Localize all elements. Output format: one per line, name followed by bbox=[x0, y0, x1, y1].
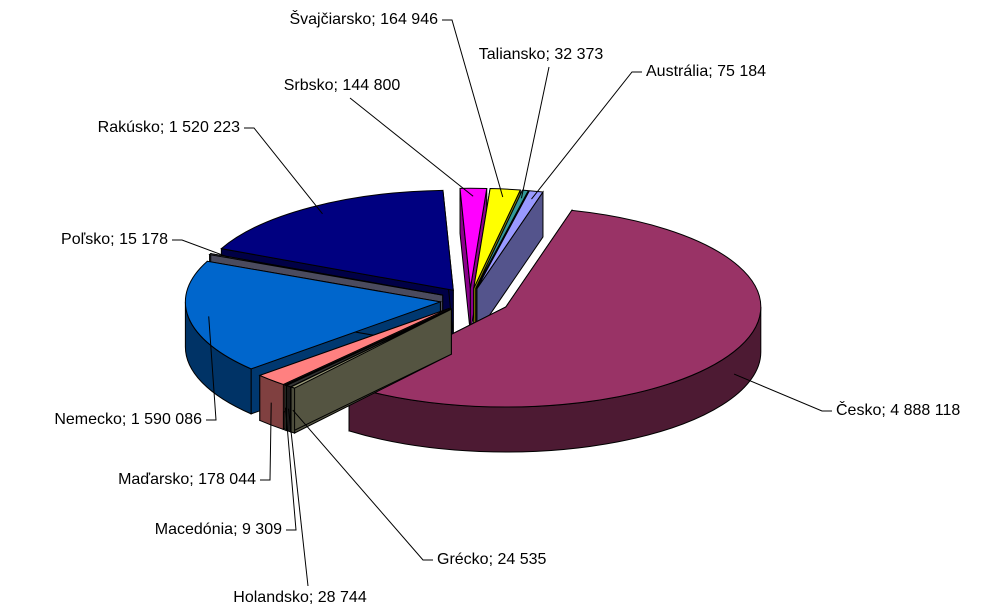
label-separator: ; bbox=[189, 471, 198, 488]
leader-line bbox=[285, 407, 297, 531]
label-value: 1 520 223 bbox=[169, 119, 240, 136]
slice-top bbox=[258, 307, 450, 385]
data-label: Taliansko; 32 373 bbox=[479, 46, 604, 63]
label-separator: ; bbox=[122, 411, 131, 428]
slice-top bbox=[289, 308, 452, 389]
leader-line bbox=[520, 66, 550, 199]
slice-top bbox=[475, 189, 530, 289]
data-label: Holandsko; 28 744 bbox=[233, 589, 367, 606]
slice-top bbox=[459, 187, 488, 289]
leader-line bbox=[244, 127, 323, 215]
data-label: Švajčiarsko; 164 946 bbox=[289, 9, 438, 28]
leader-line bbox=[349, 97, 474, 197]
label-category: Nemecko bbox=[54, 411, 122, 428]
slice bbox=[289, 308, 452, 434]
label-value: 9 309 bbox=[242, 521, 282, 538]
label-separator: ; bbox=[371, 11, 380, 28]
label-category: Rakúsko bbox=[98, 119, 160, 136]
label-category: Taliansko bbox=[479, 46, 546, 63]
label-category: Švajčiarsko bbox=[289, 9, 371, 28]
label-value: 164 946 bbox=[380, 11, 438, 28]
data-label: Srbsko; 144 800 bbox=[284, 77, 401, 94]
data-label: Austrália; 75 184 bbox=[646, 63, 766, 80]
label-value: 1 590 086 bbox=[131, 411, 202, 428]
label-separator: ; bbox=[334, 77, 343, 94]
label-value: 28 744 bbox=[318, 589, 367, 606]
label-category: Grécko bbox=[437, 551, 489, 568]
label-value: 15 178 bbox=[119, 231, 168, 248]
label-value: 178 044 bbox=[198, 471, 256, 488]
data-label: Macedónia; 9 309 bbox=[155, 521, 282, 538]
label-value: 75 184 bbox=[717, 63, 766, 80]
label-category: Macedónia bbox=[155, 521, 233, 538]
slice bbox=[347, 208, 762, 453]
label-category: Austrália bbox=[646, 63, 708, 80]
data-label: Rakúsko; 1 520 223 bbox=[98, 119, 240, 136]
label-separator: ; bbox=[708, 63, 717, 80]
label-value: 144 800 bbox=[342, 77, 400, 94]
slice bbox=[476, 190, 544, 336]
leader-line bbox=[172, 239, 229, 258]
label-separator: ; bbox=[233, 521, 242, 538]
slice-top bbox=[220, 189, 454, 291]
data-label: Maďarsko; 178 044 bbox=[118, 471, 256, 488]
leader-line bbox=[260, 402, 272, 481]
data-label: Česko; 4 888 118 bbox=[836, 400, 960, 419]
leader-line bbox=[733, 373, 832, 412]
data-label: Poľsko; 15 178 bbox=[61, 231, 168, 248]
label-category: Česko bbox=[836, 400, 881, 419]
label-value: 24 535 bbox=[497, 551, 546, 568]
label-separator: ; bbox=[881, 402, 890, 419]
leader-line bbox=[288, 408, 309, 587]
label-value: 32 373 bbox=[554, 46, 603, 63]
leader-line bbox=[531, 71, 642, 200]
label-separator: ; bbox=[545, 46, 554, 63]
label-category: Poľsko bbox=[61, 231, 110, 248]
label-separator: ; bbox=[309, 589, 318, 606]
slice-top bbox=[184, 260, 443, 370]
slice-top bbox=[347, 209, 762, 408]
leader-line bbox=[442, 19, 504, 198]
label-category: Holandsko bbox=[233, 589, 309, 606]
slice-top bbox=[473, 188, 522, 289]
label-value: 4 888 118 bbox=[890, 402, 960, 419]
data-label: Nemecko; 1 590 086 bbox=[54, 411, 202, 428]
slice-top bbox=[476, 190, 544, 289]
slice-top bbox=[208, 253, 443, 296]
label-category: Srbsko bbox=[284, 77, 334, 94]
leader-line bbox=[292, 409, 433, 561]
label-separator: ; bbox=[489, 551, 498, 568]
label-separator: ; bbox=[160, 119, 169, 136]
label-separator: ; bbox=[110, 231, 119, 248]
leader-line bbox=[206, 316, 217, 421]
data-label: Grécko; 24 535 bbox=[437, 551, 547, 568]
label-category: Maďarsko bbox=[118, 471, 189, 488]
